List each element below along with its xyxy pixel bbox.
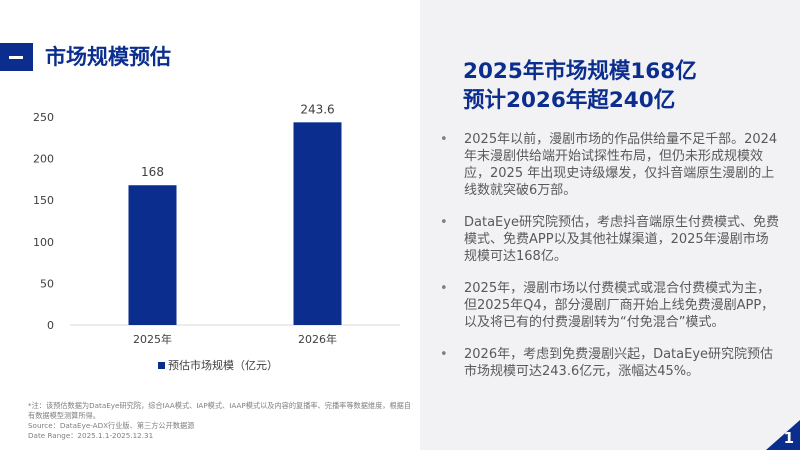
bullet-text: DataEye研究院预估，考虑抖音端原生付费模式、免费模式、免费APP以及其他社…	[464, 215, 779, 264]
footnote-source: Source：DataEye-ADX行业版、第三方公开数据源	[28, 421, 195, 430]
bullet-text: 2025年，漫剧市场以付费模式或混合付费模式为主，但2025年Q4，部分漫剧厂商…	[464, 281, 775, 330]
y-tick-label: 200	[33, 153, 54, 166]
title-accent-bar	[0, 43, 33, 71]
bullet-text: 2026年，考虑到免费漫剧兴起，DataEye研究院预估市场规模可达243.6亿…	[464, 347, 774, 379]
headline: 2025年市场规模168亿 预计2026年超240亿	[463, 57, 697, 115]
y-tick-label: 50	[40, 277, 54, 290]
footnote-date-range: Date Range：2025.1.1-2025.12.31	[28, 431, 154, 440]
footnote: *注：该预估数据为DataEye研究院，综合IAA模式、IAP模式、IAAP模式…	[28, 401, 418, 441]
y-tick-label: 100	[33, 236, 54, 249]
headline-line-2: 预计2026年超240亿	[463, 88, 676, 113]
bar	[128, 185, 177, 325]
bullet-list: • 2025年以前，漫剧市场的作品供给量不足千部。2024年末漫剧供给端开始试探性…	[440, 131, 780, 395]
bullet-item: • 2026年，考虑到免费漫剧兴起，DataEye研究院预估市场规模可达243.6…	[440, 346, 780, 380]
bullet-item: • 2025年以前，漫剧市场的作品供给量不足千部。2024年末漫剧供给端开始试探性…	[440, 131, 780, 199]
right-panel	[420, 0, 800, 450]
data-label: 243.6	[300, 102, 334, 116]
bullet-dot-icon: •	[440, 281, 448, 296]
legend-label: 预估市场规模（亿元）	[168, 359, 278, 372]
bullet-text: 2025年以前，漫剧市场的作品供给量不足千部。2024年末漫剧供给端开始试探性布…	[464, 132, 778, 198]
page-title: 市场规模预估	[45, 45, 171, 69]
bullet-item: • DataEye研究院预估，考虑抖音端原生付费模式、免费模式、免费APP以及其他…	[440, 214, 780, 265]
bullet-dot-icon: •	[440, 347, 448, 362]
y-tick-label: 150	[33, 194, 54, 207]
x-tick-label: 2026年	[298, 332, 337, 346]
bar	[293, 122, 342, 325]
chart-legend: 预估市场规模（亿元）	[158, 357, 278, 373]
y-tick-label: 0	[47, 319, 54, 332]
data-label: 168	[141, 165, 164, 179]
legend-swatch	[158, 361, 165, 369]
bullet-dot-icon: •	[440, 215, 448, 230]
x-tick-label: 2025年	[133, 332, 172, 346]
footnote-note: *注：该预估数据为DataEye研究院，综合IAA模式、IAP模式、IAAP模式…	[28, 401, 412, 420]
headline-line-1: 2025年市场规模168亿	[463, 59, 697, 84]
bullet-item: • 2025年，漫剧市场以付费模式或混合付费模式为主，但2025年Q4，部分漫剧厂…	[440, 280, 780, 331]
bar-chart: 0 50 100 150 200 250 168 2025年 243.6 2026年	[33, 102, 400, 346]
y-tick-label: 250	[33, 111, 54, 124]
bullet-dot-icon: •	[440, 132, 448, 147]
page-number: 1	[783, 429, 794, 447]
